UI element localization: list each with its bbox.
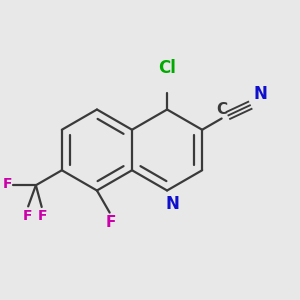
Text: N: N <box>166 195 179 213</box>
Text: F: F <box>106 215 116 230</box>
Text: C: C <box>216 102 227 117</box>
Text: F: F <box>38 209 47 224</box>
Text: Cl: Cl <box>158 59 176 77</box>
Text: F: F <box>2 177 12 191</box>
Text: F: F <box>22 209 32 223</box>
Text: N: N <box>253 85 267 103</box>
